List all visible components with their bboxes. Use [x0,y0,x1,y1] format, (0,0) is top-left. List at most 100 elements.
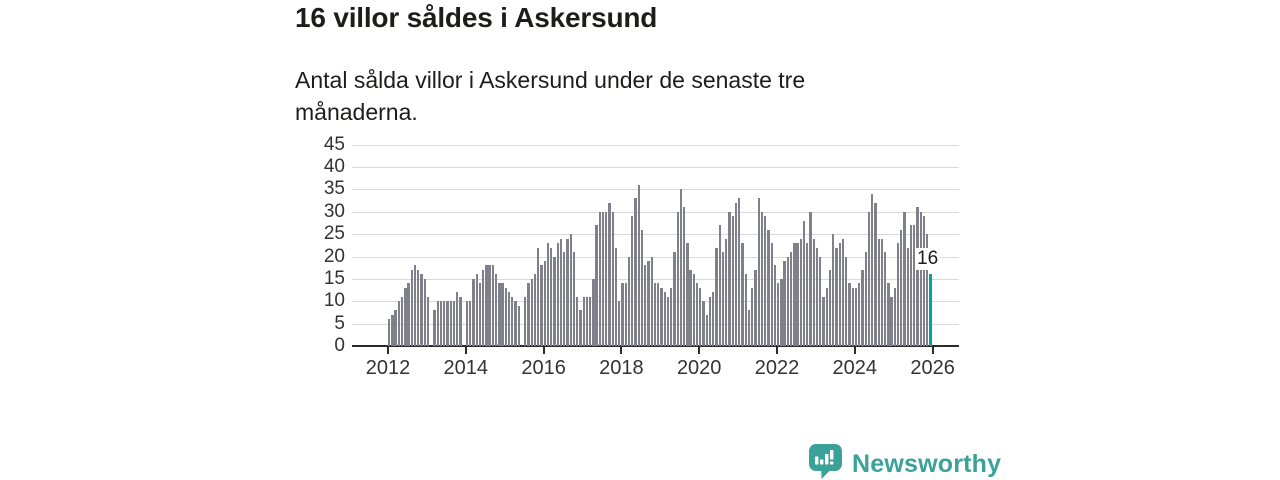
x-axis-tick [698,347,701,354]
bar [407,283,410,346]
bar [592,278,595,346]
last-value-label: 16 [915,248,941,270]
bar [601,211,605,346]
bar [640,229,644,346]
bar [754,269,757,346]
bar [404,287,407,346]
bar [449,301,452,346]
bar [686,243,689,346]
bar [738,198,741,346]
bar [417,269,420,346]
bar [861,269,864,346]
bar [909,225,913,346]
bar [708,296,712,346]
bar [789,252,793,346]
bar [780,278,783,346]
bar [472,278,475,346]
newsworthy-logo-text: Newsworthy [852,450,1002,478]
bar [618,301,621,346]
bar [527,283,530,346]
bar [443,301,446,346]
bar [644,265,647,346]
x-axis-tick-label: 2022 [754,357,800,379]
bar [922,216,926,346]
bar [699,287,702,346]
bar [670,287,673,346]
bar [806,243,809,346]
bar [491,265,495,346]
bar [663,292,666,346]
bar [731,216,734,346]
bar [582,296,585,346]
bar [877,238,880,346]
highlighted-bar [929,274,932,346]
bar [760,211,764,346]
y-axis-tick-label: 40 [323,156,345,177]
bar [446,301,449,346]
bar [550,247,553,346]
bar [627,256,631,346]
bar [566,238,569,346]
bar [579,310,582,346]
bar [793,243,796,346]
bar [660,287,663,346]
bar [773,265,777,346]
bar [838,243,841,346]
bar [673,252,676,346]
y-axis-tick-label: 35 [323,178,345,200]
bar [475,274,478,346]
y-axis-tick-label: 0 [334,335,345,356]
bar [809,211,812,346]
x-axis-tick-label: 2020 [676,357,722,379]
bar [637,184,640,346]
bar [825,287,828,346]
gridline [352,211,959,213]
bar [507,292,511,346]
x-axis-tick [387,347,389,354]
y-axis-tick-label: 15 [323,267,345,289]
bar [835,247,838,346]
bar [926,234,929,346]
bar [851,287,854,346]
bar [559,238,563,346]
bar [893,287,896,346]
bar [634,198,637,346]
bar [695,283,699,346]
bar [841,238,845,346]
newsworthy-logo: Newsworthy [808,443,1001,480]
y-axis-tick-label: 30 [323,200,345,222]
y-axis-tick-label: 25 [323,223,345,245]
bar [501,283,504,346]
bar [867,211,871,346]
gridline [352,189,959,191]
bar [747,310,751,346]
bar [744,274,747,346]
bar [682,207,686,346]
bar [482,269,485,346]
bar [751,287,754,346]
x-axis-tick-label: 2024 [832,357,878,379]
bar [890,296,893,346]
x-axis-tick-label: 2026 [910,357,955,379]
bar [540,265,543,346]
bar [388,319,391,346]
bar [504,287,507,346]
y-axis-tick-label: 5 [334,312,345,334]
bar [394,310,397,346]
bar [553,256,556,346]
bar [767,229,770,346]
y-axis-tick-label: 20 [323,245,345,267]
bar [718,225,721,346]
x-axis-tick-label: 2014 [443,357,489,379]
x-axis-tick [931,347,934,354]
bar [913,225,916,346]
bar [764,216,767,346]
bar [456,292,459,346]
bar [916,207,919,346]
bar [725,238,728,346]
bar [676,211,679,346]
bar [400,296,404,346]
bar [692,274,696,346]
bar [647,261,650,346]
